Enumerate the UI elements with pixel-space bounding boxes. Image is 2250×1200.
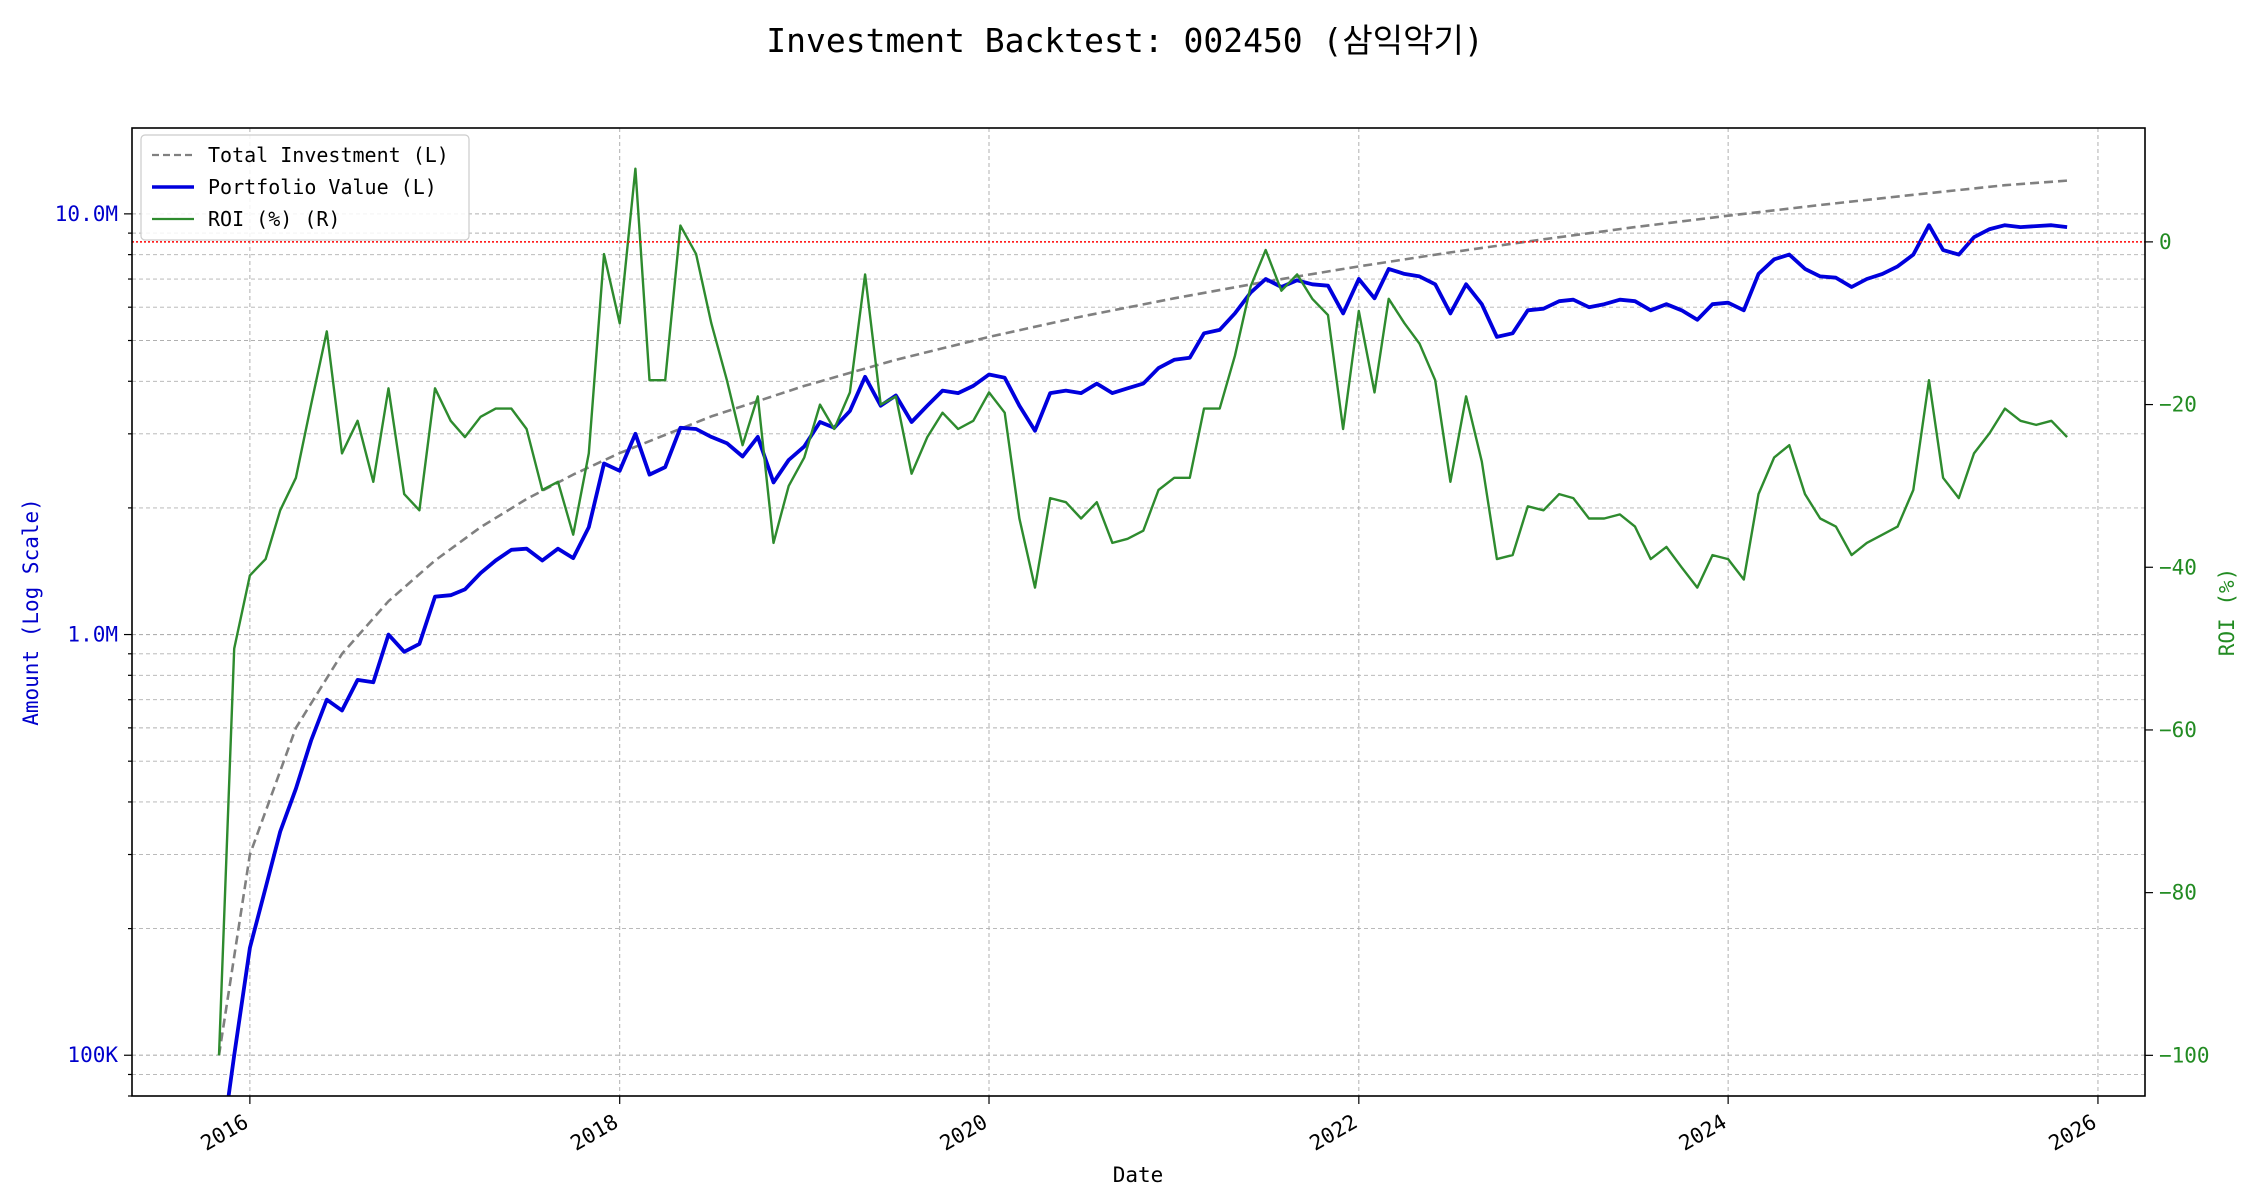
right-tick-label: −40 [2159,555,2197,579]
legend-label-portfolio-value: Portfolio Value (L) [208,175,437,199]
left-tick-label: 10.0M [55,202,118,226]
legend-label-roi: ROI (%) (R) [208,207,340,231]
x-tick-label: 2026 [2045,1110,2101,1156]
series-line-total-investment [217,179,2068,1056]
left-tick-label: 1.0M [67,623,118,647]
x-tick-label: 2020 [936,1110,992,1156]
right-tick-label: −80 [2159,881,2197,905]
right-tick-label: −20 [2159,393,2197,417]
series-line-portfolio-value [226,223,2068,1097]
left-tick-label: 100K [67,1043,118,1067]
x-tick-label: 2018 [566,1110,622,1156]
plot-frame [131,127,2146,1097]
right-tick-label: −60 [2159,718,2197,742]
x-axis-label: Date [1113,1163,1164,1187]
x-tick-label: 2024 [1675,1110,1731,1156]
series-layer [132,167,2145,1097]
series-line-roi [217,167,2068,1056]
y-axis-label-right: ROI (%) [2215,568,2239,657]
x-tick-label: 2016 [197,1110,253,1156]
right-tick-label: 0 [2159,230,2172,254]
legend-box [140,134,470,241]
chart-title: Investment Backtest: 002450 (삼익악기) [766,21,1484,60]
legend-label-total-investment: Total Investment (L) [208,143,449,167]
axes-layer: 2016 2018 2020 2022 2024 2026 100K 1.0M 10.0M 0 −2… [55,202,2210,1156]
x-tick-label: 2022 [1306,1110,1362,1156]
y-axis-label-left: Amount (Log Scale) [19,498,43,726]
grid-layer [132,128,2145,1097]
legend: Total Investment (L) Portfolio Value (L)… [140,134,470,241]
right-tick-label: −100 [2159,1043,2210,1067]
